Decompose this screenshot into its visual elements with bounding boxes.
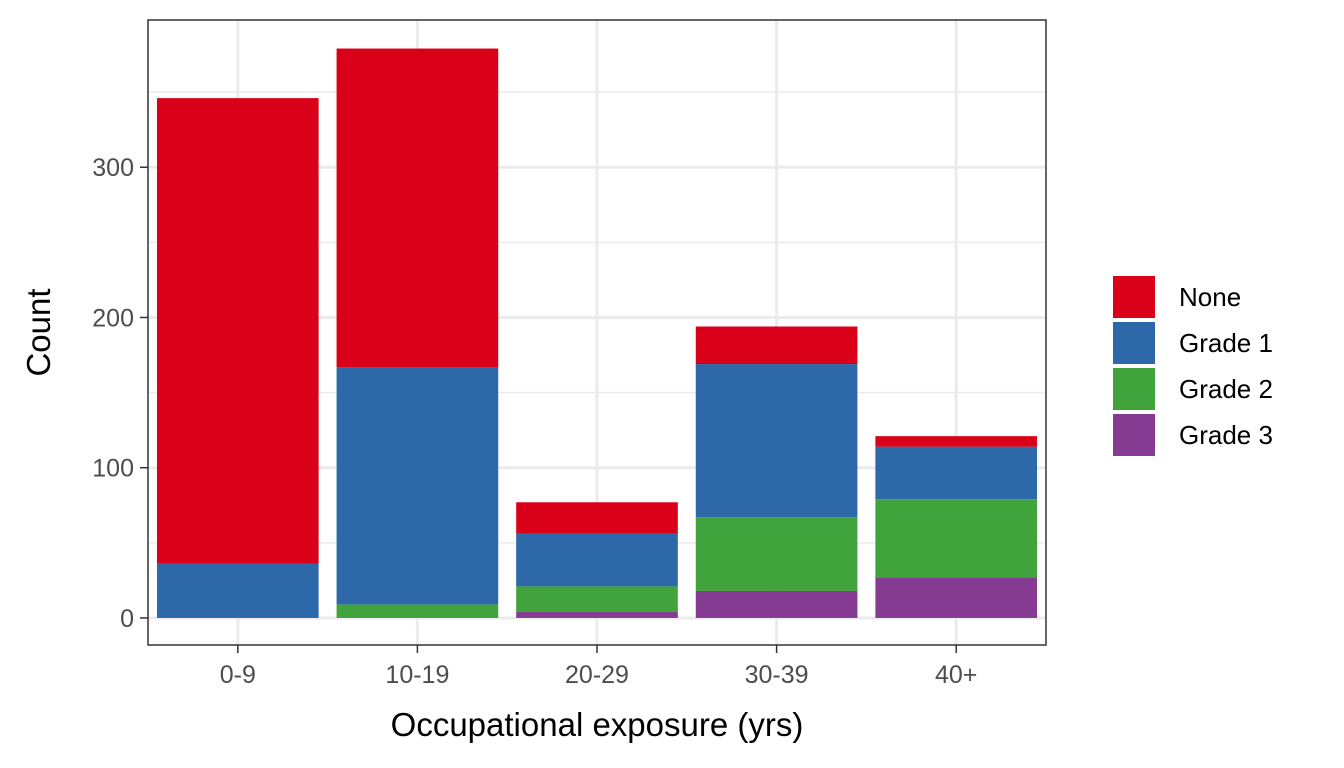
- y-tick-label: 0: [120, 605, 134, 633]
- bar-grade-1-10-19: [336, 367, 499, 605]
- y-axis-title: Count: [20, 288, 57, 376]
- bar-none-40+: [875, 436, 1038, 447]
- legend-key-grade-1: [1113, 322, 1155, 364]
- bar-grade-3-30-39: [695, 590, 858, 618]
- bar-none-30-39: [695, 326, 858, 365]
- x-tick-label: 10-19: [385, 661, 449, 689]
- bar-grade-1-40+: [875, 446, 1038, 500]
- x-axis: 0-9 10-19 20-29 30-39 40+: [220, 645, 977, 689]
- x-tick-label: 40+: [935, 661, 977, 689]
- legend-label: Grade 2: [1179, 374, 1273, 404]
- legend-key-grade-2: [1113, 368, 1155, 410]
- bars: [156, 48, 1038, 618]
- x-tick-label: 0-9: [220, 661, 256, 689]
- bar-grade-2-30-39: [695, 517, 858, 591]
- legend-label: Grade 1: [1179, 328, 1273, 358]
- legend-label: Grade 3: [1179, 420, 1273, 450]
- legend: None Grade 1 Grade 2 Grade 3: [1113, 276, 1273, 456]
- bar-grade-1-20-29: [516, 533, 678, 587]
- x-axis-title: Occupational exposure (yrs): [391, 706, 804, 743]
- legend-key-none: [1113, 276, 1155, 318]
- bar-grade-1-30-39: [695, 364, 858, 518]
- bar-grade-2-10-19: [336, 604, 499, 618]
- bar-grade-2-40+: [875, 499, 1038, 578]
- y-axis: 0 100 200 300: [92, 154, 148, 633]
- bar-grade-3-20-29: [516, 611, 678, 618]
- legend-label: None: [1179, 282, 1241, 312]
- y-tick-label: 100: [92, 455, 134, 483]
- bar-none-20-29: [516, 502, 678, 534]
- bar-none-0-9: [156, 98, 319, 564]
- bar-grade-2-20-29: [516, 586, 678, 612]
- x-tick-label: 30-39: [745, 661, 809, 689]
- y-tick-label: 200: [92, 304, 134, 332]
- bar-grade-1-0-9: [156, 563, 319, 618]
- bar-none-10-19: [336, 48, 499, 368]
- x-tick-label: 20-29: [565, 661, 629, 689]
- y-tick-label: 300: [92, 154, 134, 182]
- bar-grade-3-40+: [875, 577, 1038, 618]
- legend-key-grade-3: [1113, 414, 1155, 456]
